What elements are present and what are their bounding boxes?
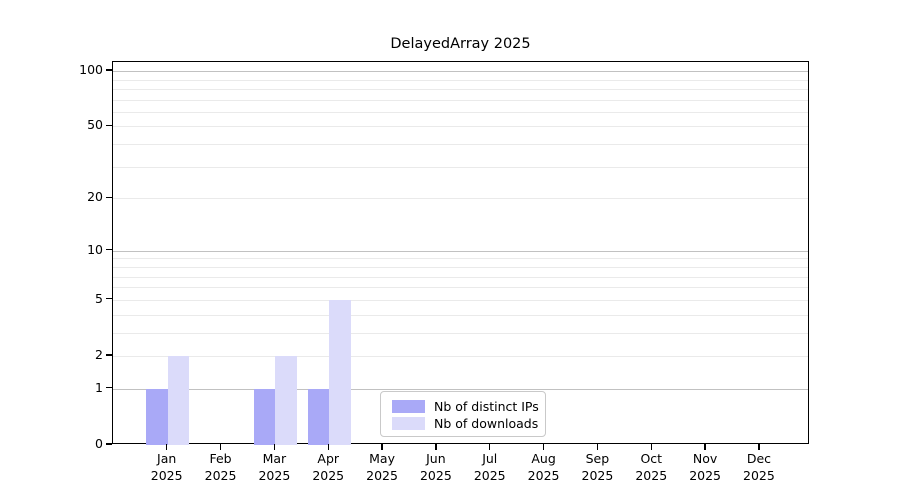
y-tick-label-5: 5 (95, 290, 103, 306)
y-tick-label-50: 50 (87, 117, 103, 133)
bar-mar-distinct-ips (253, 388, 276, 445)
legend-label-distinct-ips: Nb of distinct IPs (434, 398, 539, 414)
gridline-y-1 (113, 388, 808, 390)
bar-apr-distinct-ips (307, 388, 330, 445)
x-tick-label-sep: Sep 2025 (581, 451, 614, 483)
bar-mar-downloads (275, 355, 297, 445)
x-tick-mark-aug (542, 444, 545, 450)
bar-jan-downloads (167, 355, 190, 445)
x-tick-mark-jan (166, 444, 168, 450)
x-tick-label-apr: Apr 2025 (312, 451, 345, 483)
x-tick-mark-may (381, 444, 383, 450)
y-tick-mark-0 (106, 443, 112, 445)
bar-jan-distinct-ips (146, 388, 168, 445)
bar-apr-downloads (329, 299, 351, 445)
gridline-y-9 (113, 258, 808, 260)
gridline-y-70 (113, 99, 808, 101)
y-tick-label-1: 1 (95, 379, 103, 395)
x-tick-label-feb: Feb 2025 (204, 451, 237, 483)
legend-swatch-distinct-ips (392, 399, 425, 413)
x-tick-label-aug: Aug 2025 (527, 451, 560, 483)
x-tick-mark-jul (489, 444, 491, 450)
gridline-y-5 (113, 299, 808, 301)
y-tick-label-100: 100 (79, 62, 103, 78)
x-tick-mark-sep (596, 444, 599, 450)
gridline-y-30 (113, 166, 808, 168)
y-tick-mark-10 (106, 249, 112, 251)
x-tick-label-may: May 2025 (366, 451, 398, 483)
x-tick-label-dec: Dec 2025 (743, 451, 775, 483)
gridline-y-90 (113, 79, 808, 81)
x-tick-label-mar: Mar 2025 (258, 451, 291, 483)
gridline-y-6 (113, 287, 808, 289)
legend-row-distinct-ips: Nb of distinct IPs (392, 398, 539, 414)
gridline-y-8 (113, 266, 808, 268)
gridline-y-20 (113, 198, 808, 200)
plot-area (112, 61, 809, 445)
y-tick-label-0: 0 (95, 436, 103, 451)
legend: Nb of distinct IPs Nb of downloads (380, 391, 546, 437)
y-tick-mark-50 (106, 124, 112, 127)
y-tick-mark-5 (106, 298, 112, 300)
x-tick-label-jan: Jan 2025 (150, 451, 183, 483)
x-tick-mark-dec (758, 444, 760, 450)
x-tick-mark-jun (435, 444, 437, 450)
gridline-y-80 (113, 88, 808, 90)
y-tick-mark-20 (106, 196, 112, 198)
y-tick-label-20: 20 (87, 189, 103, 205)
gridline-y-50 (113, 126, 808, 128)
y-tick-mark-2 (106, 354, 112, 356)
gridline-y-3 (113, 332, 808, 334)
gridline-y-2 (113, 355, 808, 357)
x-tick-label-oct: Oct 2025 (635, 451, 668, 483)
y-tick-mark-100 (106, 69, 112, 71)
y-tick-label-10: 10 (87, 241, 103, 257)
legend-label-downloads: Nb of downloads (434, 415, 539, 431)
gridline-y-4 (113, 314, 808, 316)
gridline-y-10 (113, 250, 808, 252)
y-tick-label-2: 2 (95, 346, 103, 362)
x-tick-mark-apr (327, 444, 329, 450)
x-tick-label-nov: Nov 2025 (689, 451, 721, 483)
gridline-y-7 (113, 276, 808, 278)
x-tick-mark-feb (219, 444, 222, 450)
x-tick-label-jun: Jun 2025 (419, 451, 452, 483)
x-tick-mark-nov (704, 444, 706, 450)
gridline-y-40 (113, 144, 808, 146)
legend-row-downloads: Nb of downloads (392, 415, 539, 431)
gridline-y-60 (113, 111, 808, 113)
x-tick-label-jul: Jul 2025 (473, 451, 506, 483)
legend-swatch-downloads (392, 416, 425, 430)
chart-title: DelayedArray 2025 (390, 36, 531, 52)
y-tick-mark-1 (106, 387, 112, 389)
gridline-y-100 (113, 71, 808, 73)
x-tick-mark-oct (650, 444, 652, 450)
x-tick-mark-mar (273, 444, 276, 450)
